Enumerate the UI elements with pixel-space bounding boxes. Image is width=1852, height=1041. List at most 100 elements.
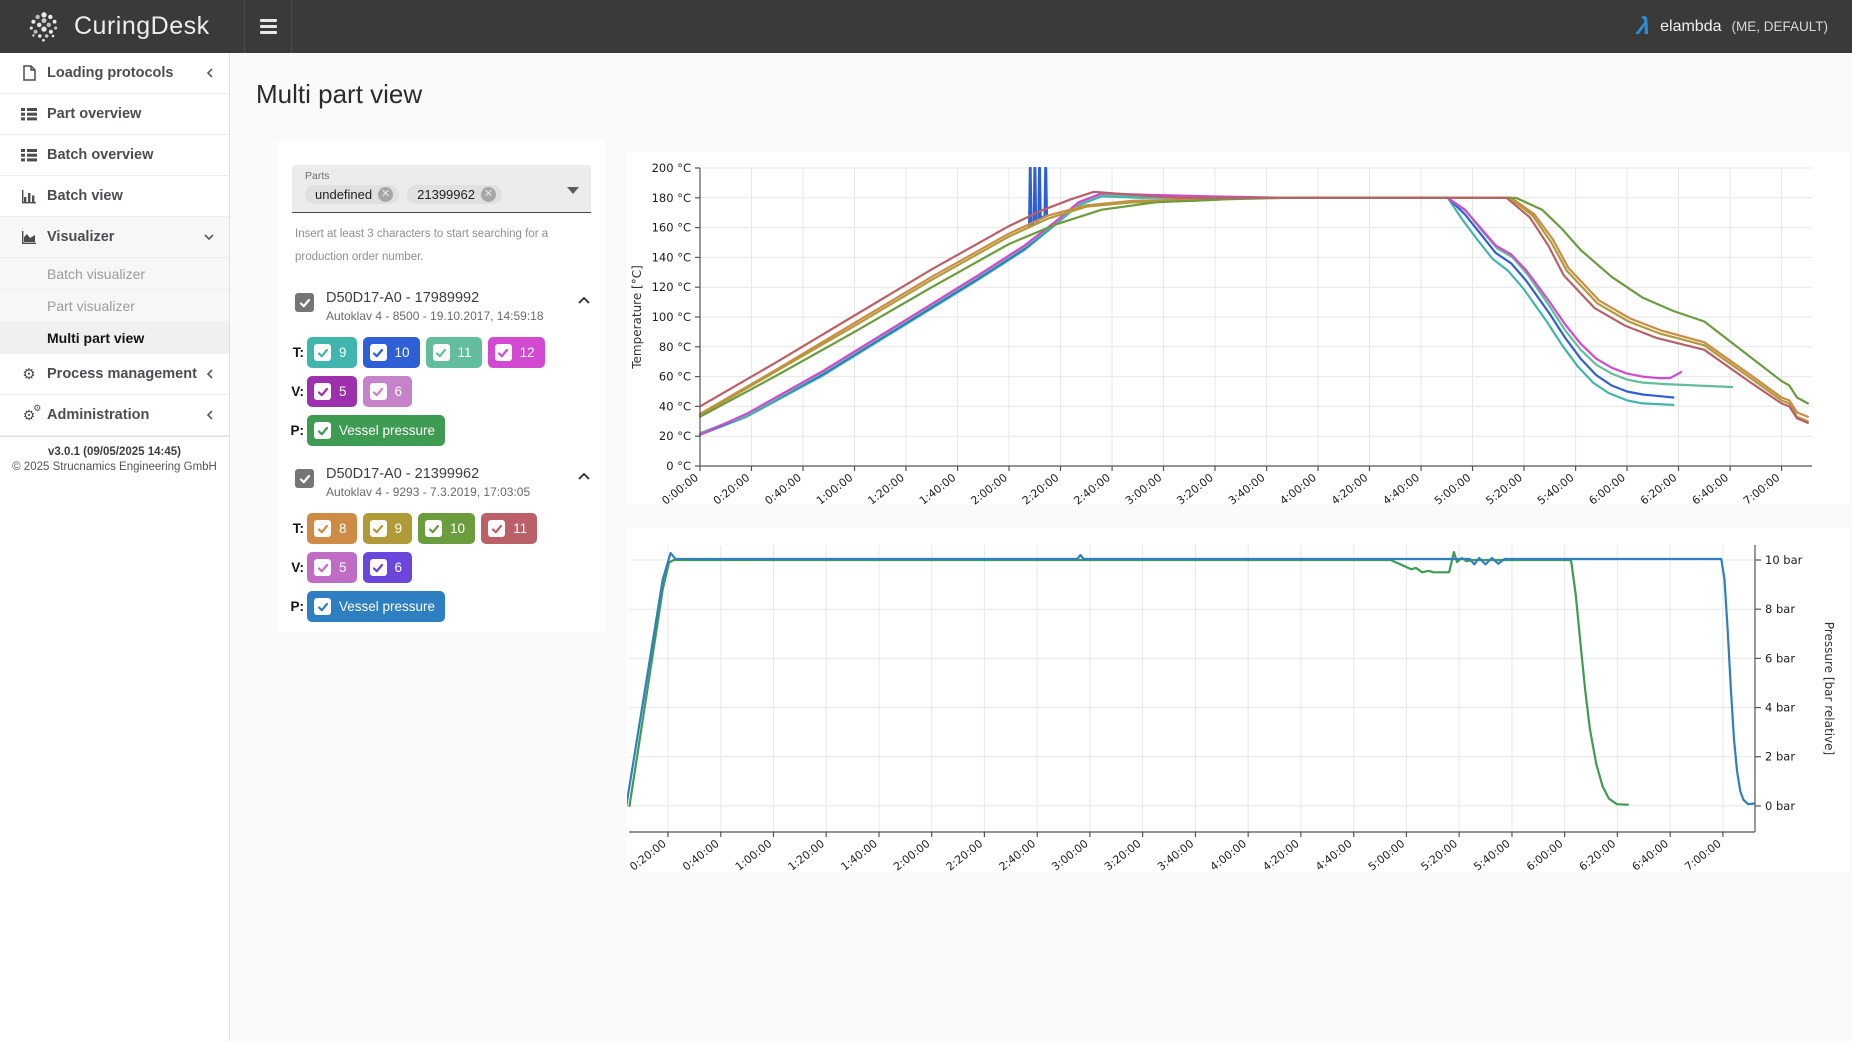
svg-text:2 bar: 2 bar bbox=[1765, 750, 1795, 764]
sensor-chip-6[interactable]: 6 bbox=[362, 552, 413, 583]
part-subtitle: Autoklav 4 - 9293 - 7.3.2019, 17:03:05 bbox=[326, 485, 531, 499]
svg-text:6:20:00: 6:20:00 bbox=[1577, 837, 1618, 872]
parts-select-label: Parts bbox=[305, 170, 330, 182]
curingdesk-logo-icon bbox=[29, 11, 58, 42]
sidebar-item-part-visualizer[interactable]: Part visualizer bbox=[0, 290, 229, 322]
sensor-row-label: V: bbox=[291, 560, 304, 575]
svg-text:4 bar: 4 bar bbox=[1765, 701, 1795, 715]
temperature-chart[interactable]: 0:00:00 0:20:00 0:40:00 1:00:00 1:20:00 1:40:… bbox=[627, 152, 1849, 505]
svg-text:3:40:00: 3:40:00 bbox=[1155, 837, 1196, 872]
collapse-chevron-up-icon[interactable] bbox=[577, 468, 591, 486]
svg-text:160 °C: 160 °C bbox=[652, 221, 691, 235]
parts-panel: Parts undefined ✕ 21399962 ✕ Insert at l… bbox=[278, 140, 605, 632]
svg-text:4:00:00: 4:00:00 bbox=[1208, 837, 1249, 872]
sensor-row-label: V: bbox=[291, 384, 304, 399]
svg-text:6:00:00: 6:00:00 bbox=[1586, 471, 1627, 505]
sensor-row-label: T: bbox=[292, 345, 304, 360]
svg-text:1:00:00: 1:00:00 bbox=[733, 837, 774, 872]
checkbox-checked-icon bbox=[488, 520, 506, 537]
sidebar-item-administration[interactable]: ⚙ ⚙ Administration bbox=[0, 395, 229, 436]
svg-text:140 °C: 140 °C bbox=[652, 250, 691, 264]
sensor-chip-6[interactable]: 6 bbox=[362, 376, 413, 407]
sensor-chip-vessel-pressure[interactable]: Vessel pressure bbox=[307, 591, 446, 622]
svg-text:2:20:00: 2:20:00 bbox=[944, 837, 985, 872]
svg-text:0:40:00: 0:40:00 bbox=[762, 471, 803, 505]
app-version: v3.0.1 (09/05/2025 14:45) bbox=[48, 446, 181, 458]
user-menu[interactable]: λ elambda (ME, DEFAULT) bbox=[1635, 13, 1852, 41]
sensor-chip-5[interactable]: 5 bbox=[307, 376, 357, 407]
svg-text:4:20:00: 4:20:00 bbox=[1329, 471, 1370, 505]
selected-part-chip[interactable]: undefined ✕ bbox=[305, 185, 400, 204]
svg-text:80 °C: 80 °C bbox=[659, 340, 691, 354]
sensor-chip-11[interactable]: 11 bbox=[481, 513, 538, 544]
svg-text:4:40:00: 4:40:00 bbox=[1381, 471, 1422, 505]
sidebar-item-batch-view[interactable]: Batch view bbox=[0, 176, 229, 217]
part-title: D50D17-A0 - 21399962 bbox=[326, 466, 480, 482]
sidebar-item-batch-overview[interactable]: Batch overview bbox=[0, 135, 229, 176]
chip-remove-icon[interactable]: ✕ bbox=[378, 187, 394, 202]
checkbox-checked-icon bbox=[314, 422, 331, 439]
gears-icon: ⚙ ⚙ bbox=[22, 403, 42, 423]
part-checkbox-checked[interactable] bbox=[295, 293, 314, 312]
user-role: (ME, DEFAULT) bbox=[1731, 19, 1828, 34]
svg-text:Pressure [bar relative]: Pressure [bar relative] bbox=[1822, 622, 1836, 755]
chip-remove-icon[interactable]: ✕ bbox=[480, 187, 496, 202]
part-section: D50D17-A0 - 21399962 Autoklav 4 - 9293 - … bbox=[278, 466, 605, 630]
svg-text:1:00:00: 1:00:00 bbox=[814, 471, 855, 505]
sidebar-item-batch-visualizer[interactable]: Batch visualizer bbox=[0, 258, 229, 290]
svg-text:1:40:00: 1:40:00 bbox=[838, 837, 879, 872]
bar-chart-icon bbox=[17, 189, 41, 204]
collapse-chevron-up-icon[interactable] bbox=[577, 292, 591, 310]
selected-part-chip[interactable]: 21399962 ✕ bbox=[407, 185, 502, 204]
list-icon bbox=[17, 148, 41, 162]
header-divider bbox=[244, 0, 245, 53]
svg-text:0 °C: 0 °C bbox=[666, 459, 691, 473]
sidebar-item-part-overview[interactable]: Part overview bbox=[0, 94, 229, 135]
sensor-row-label: P: bbox=[290, 423, 305, 438]
parts-select-field[interactable]: Parts undefined ✕ 21399962 ✕ bbox=[292, 165, 591, 213]
svg-text:180 °C: 180 °C bbox=[652, 191, 691, 205]
svg-text:6:40:00: 6:40:00 bbox=[1690, 471, 1731, 505]
svg-text:2:40:00: 2:40:00 bbox=[1072, 471, 1113, 505]
sidebar-item-visualizer[interactable]: Visualizer bbox=[0, 217, 229, 258]
sensor-chip-5[interactable]: 5 bbox=[307, 552, 357, 583]
sensor-chip-9[interactable]: 9 bbox=[307, 337, 357, 368]
dropdown-arrow-icon[interactable] bbox=[567, 187, 579, 194]
sensor-chip-11[interactable]: 11 bbox=[425, 337, 482, 368]
sensor-chip-8[interactable]: 8 bbox=[307, 513, 357, 544]
svg-text:3:20:00: 3:20:00 bbox=[1102, 837, 1143, 872]
svg-text:5:20:00: 5:20:00 bbox=[1483, 471, 1524, 505]
svg-text:6:20:00: 6:20:00 bbox=[1638, 471, 1679, 505]
checkbox-checked-icon bbox=[314, 520, 331, 537]
page-title: Multi part view bbox=[256, 79, 423, 109]
sensor-chip-9[interactable]: 9 bbox=[362, 513, 413, 544]
pressure-chart[interactable]: 0:20:00 0:40:00 1:00:00 1:20:00 1:40:00 2:00:… bbox=[627, 528, 1849, 872]
sidebar-item-process-management[interactable]: ⚙ Process management bbox=[0, 354, 229, 395]
svg-text:1:20:00: 1:20:00 bbox=[865, 471, 906, 505]
sensor-chip-vessel-pressure[interactable]: Vessel pressure bbox=[307, 415, 446, 446]
sensor-chip-10[interactable]: 10 bbox=[362, 337, 420, 368]
sidebar-toggle-button[interactable] bbox=[245, 0, 291, 53]
svg-text:120 °C: 120 °C bbox=[652, 280, 691, 294]
svg-text:5:20:00: 5:20:00 bbox=[1419, 837, 1460, 872]
svg-text:5:00:00: 5:00:00 bbox=[1432, 471, 1473, 505]
sidebar-item-multi-part-view[interactable]: Multi part view bbox=[0, 322, 229, 354]
sensor-chip-12[interactable]: 12 bbox=[487, 337, 545, 368]
chevron-left-icon bbox=[205, 67, 215, 79]
part-section: D50D17-A0 - 17989992 Autoklav 4 - 8500 - … bbox=[278, 290, 605, 454]
svg-text:3:20:00: 3:20:00 bbox=[1174, 471, 1215, 505]
sidebar-footer: v3.0.1 (09/05/2025 14:45) © 2025 Strucna… bbox=[0, 436, 229, 482]
svg-text:4:40:00: 4:40:00 bbox=[1313, 837, 1354, 872]
top-header: CuringDesk λ elambda (ME, DEFAULT) bbox=[0, 0, 1852, 53]
part-subtitle: Autoklav 4 - 8500 - 19.10.2017, 14:59:18 bbox=[326, 309, 544, 323]
part-checkbox-checked[interactable] bbox=[295, 469, 314, 488]
svg-text:2:40:00: 2:40:00 bbox=[997, 837, 1038, 872]
brand: CuringDesk bbox=[0, 9, 244, 45]
svg-text:6:40:00: 6:40:00 bbox=[1630, 837, 1671, 872]
svg-text:5:40:00: 5:40:00 bbox=[1535, 471, 1576, 505]
sensor-chip-10[interactable]: 10 bbox=[418, 513, 476, 544]
chevron-left-icon bbox=[205, 409, 215, 421]
file-icon bbox=[17, 65, 41, 81]
sidebar-item-loading-protocols[interactable]: Loading protocols bbox=[0, 53, 229, 94]
